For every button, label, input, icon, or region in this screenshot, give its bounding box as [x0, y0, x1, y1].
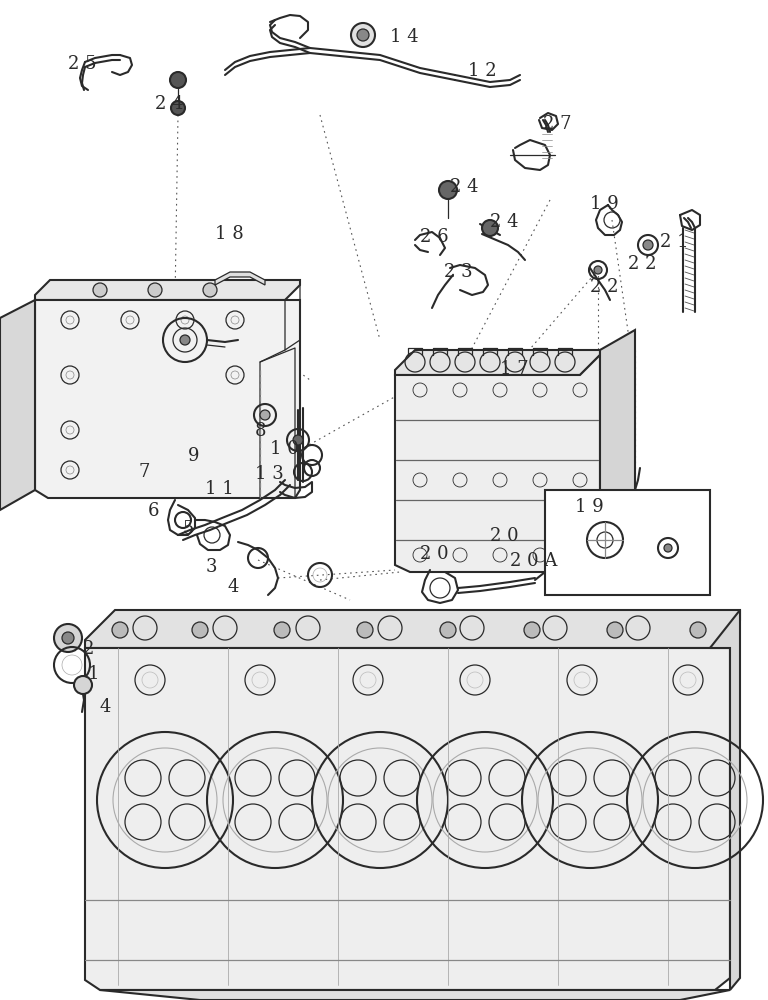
- Text: 2 0: 2 0: [490, 527, 518, 545]
- Circle shape: [357, 622, 373, 638]
- Text: 8: 8: [255, 422, 266, 440]
- Text: 2 2: 2 2: [628, 255, 657, 273]
- Text: 2 2: 2 2: [590, 278, 618, 296]
- Text: 3: 3: [206, 558, 217, 576]
- Text: 5: 5: [182, 520, 194, 538]
- Polygon shape: [395, 350, 600, 375]
- Text: 4: 4: [100, 698, 111, 716]
- Text: 2 3: 2 3: [444, 263, 472, 281]
- Text: 2 5: 2 5: [68, 55, 97, 73]
- Circle shape: [112, 622, 128, 638]
- Polygon shape: [600, 330, 635, 565]
- Text: 2 6: 2 6: [420, 228, 449, 246]
- Circle shape: [643, 240, 653, 250]
- Circle shape: [482, 220, 498, 236]
- Circle shape: [357, 29, 369, 41]
- Polygon shape: [0, 300, 35, 510]
- Text: 1 2: 1 2: [468, 62, 497, 80]
- Circle shape: [203, 283, 217, 297]
- Polygon shape: [395, 355, 600, 572]
- Polygon shape: [85, 648, 730, 990]
- Text: 1 3: 1 3: [255, 465, 283, 483]
- Circle shape: [439, 181, 457, 199]
- Polygon shape: [85, 610, 740, 648]
- Text: 2 0 A: 2 0 A: [510, 552, 558, 570]
- Circle shape: [192, 622, 208, 638]
- Text: 7: 7: [138, 463, 149, 481]
- Circle shape: [148, 283, 162, 297]
- Text: 1 1: 1 1: [205, 480, 233, 498]
- Text: 9: 9: [188, 447, 200, 465]
- Text: 1: 1: [88, 665, 100, 683]
- Polygon shape: [35, 280, 300, 300]
- Circle shape: [180, 335, 190, 345]
- Circle shape: [93, 283, 107, 297]
- Circle shape: [351, 23, 375, 47]
- Text: 2 0: 2 0: [420, 545, 449, 563]
- Text: 2 1: 2 1: [660, 233, 689, 251]
- Circle shape: [664, 544, 672, 552]
- Circle shape: [260, 410, 270, 420]
- Circle shape: [293, 435, 303, 445]
- Text: 1 9: 1 9: [590, 195, 619, 213]
- Circle shape: [607, 622, 623, 638]
- Text: 1 0: 1 0: [270, 440, 299, 458]
- Text: 2: 2: [83, 640, 94, 658]
- Text: 2 4: 2 4: [450, 178, 478, 196]
- Circle shape: [54, 624, 82, 652]
- Circle shape: [171, 101, 185, 115]
- Circle shape: [62, 632, 74, 644]
- Circle shape: [274, 622, 290, 638]
- Text: 6: 6: [148, 502, 160, 520]
- Circle shape: [74, 676, 92, 694]
- Text: 1 4: 1 4: [390, 28, 419, 46]
- Text: 1 7: 1 7: [500, 360, 528, 378]
- Text: 2 7: 2 7: [543, 115, 571, 133]
- Polygon shape: [35, 300, 300, 498]
- Circle shape: [440, 622, 456, 638]
- Polygon shape: [710, 610, 740, 990]
- Text: 4: 4: [228, 578, 240, 596]
- Circle shape: [524, 622, 540, 638]
- Bar: [545, 490, 710, 595]
- Text: 2 4: 2 4: [490, 213, 518, 231]
- Circle shape: [170, 72, 186, 88]
- Text: 1 9: 1 9: [575, 498, 604, 516]
- Polygon shape: [100, 990, 730, 1000]
- Text: 2 4: 2 4: [155, 95, 184, 113]
- Circle shape: [594, 266, 602, 274]
- Text: 1 8: 1 8: [215, 225, 243, 243]
- Polygon shape: [215, 272, 265, 285]
- Circle shape: [690, 622, 706, 638]
